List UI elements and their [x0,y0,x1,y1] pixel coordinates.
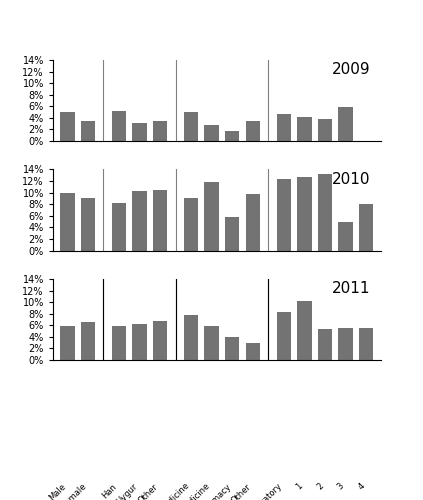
Text: 2009: 2009 [332,62,371,78]
Bar [338,222,353,250]
Bar [153,190,168,250]
Bar [112,203,126,250]
Text: Pharmacy: Pharmacy [196,482,232,500]
Bar [297,117,312,141]
Bar [297,177,312,250]
Bar [246,121,260,141]
Text: Male: Male [47,482,67,500]
Bar [359,204,374,250]
Bar [204,326,219,360]
Bar [132,324,147,360]
Bar [184,112,198,141]
Text: Female: Female [60,482,88,500]
Bar [338,107,353,141]
Bar [81,322,95,360]
Bar [225,130,239,141]
Bar [132,122,147,141]
Bar [132,192,147,250]
Bar [204,125,219,141]
Bar [277,180,291,250]
Bar [153,121,168,141]
Bar [359,328,374,360]
Bar [318,119,332,141]
Bar [81,121,95,141]
Bar [60,192,74,250]
Bar [153,320,168,360]
Bar [204,182,219,250]
Text: Western medicine: Western medicine [131,482,191,500]
Text: 2011: 2011 [332,282,371,296]
Bar [318,330,332,360]
Bar [184,198,198,250]
Text: Han: Han [101,482,119,500]
Bar [60,112,74,141]
Bar [112,111,126,141]
Bar [225,337,239,360]
Bar [297,301,312,360]
Bar [81,198,95,250]
Text: Other: Other [137,482,160,500]
Text: preparatory: preparatory [242,482,284,500]
Text: 4: 4 [356,482,366,492]
Bar [246,342,260,360]
Bar [318,174,332,250]
Bar [112,326,126,360]
Text: Other: Other [230,482,253,500]
Bar [184,315,198,360]
Text: 2: 2 [315,482,325,492]
Bar [277,114,291,141]
Text: 1: 1 [294,482,305,492]
Text: Uygur: Uygur [115,482,140,500]
Bar [338,328,353,360]
Bar [60,326,74,360]
Text: 2010: 2010 [332,172,371,187]
Bar [246,194,260,250]
Text: 3: 3 [335,482,346,492]
Bar [225,217,239,250]
Bar [277,312,291,360]
Text: Chinese medicine: Chinese medicine [152,482,212,500]
